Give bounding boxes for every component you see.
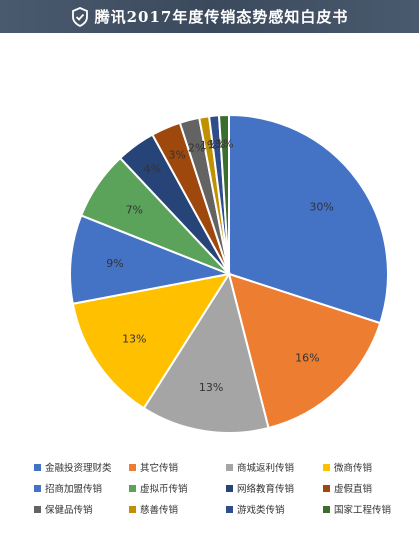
- header-banner: 腾讯2017年度传销态势感知白皮书: [0, 0, 419, 33]
- legend-label: 微商传销: [334, 463, 373, 474]
- legend-item: 网络教育传销: [226, 481, 323, 495]
- legend-label: 虚假直销: [334, 484, 373, 495]
- legend-swatch: [34, 484, 41, 492]
- legend-swatch: [129, 505, 136, 513]
- slice-value-label: 4%: [144, 163, 161, 176]
- legend-item: 慈善传销: [129, 502, 226, 516]
- chart-legend: 金融投资理财类 其它传销 商城返利传销 微商传销招商加盟传销 虚拟币传销 网络教育传销 虚假…: [34, 460, 414, 516]
- pie-slice: [227, 272, 382, 430]
- legend-label: 商城返利传销: [237, 463, 295, 474]
- slice-value-label: 30%: [309, 201, 333, 214]
- legend-label: 网络教育传销: [237, 484, 295, 495]
- pie-slices: [69, 113, 389, 434]
- legend-item: 游戏类传销: [226, 502, 323, 516]
- legend-swatch: [34, 463, 41, 471]
- slice-value-label: 2%: [188, 142, 205, 155]
- slice-value-label: 1%: [208, 138, 225, 151]
- legend-item: 微商传销: [323, 460, 414, 474]
- pie-slice: [142, 271, 270, 434]
- legend-swatch: [226, 463, 233, 471]
- pie-slice: [69, 214, 233, 305]
- legend-swatch: [34, 505, 41, 513]
- legend-item: 虚拟币传销: [129, 481, 226, 495]
- legend-swatch: [323, 463, 330, 471]
- legend-label: 游戏类传销: [237, 505, 285, 516]
- slice-value-label: 7%: [126, 204, 143, 217]
- pie-slice: [228, 113, 389, 325]
- legend-item: 国家工程传销: [323, 502, 414, 516]
- legend-label: 招商加盟传销: [45, 484, 103, 495]
- legend-item: 虚假直销: [323, 481, 414, 495]
- legend-label: 保健品传销: [45, 505, 93, 516]
- legend-item: 其它传销: [129, 460, 226, 474]
- pie-chart: 30%16%13%13%9%7%4%3%2%1%1%1%: [69, 113, 389, 434]
- legend-item: 保健品传销: [34, 502, 129, 516]
- slice-value-label: 1%: [200, 139, 217, 152]
- legend-swatch: [226, 484, 233, 492]
- page-title: 腾讯2017年度传销态势感知白皮书: [94, 8, 349, 26]
- slice-value-label: 16%: [295, 352, 319, 365]
- slice-value-label: 13%: [199, 381, 223, 394]
- legend-swatch: [226, 505, 233, 513]
- legend-swatch: [129, 463, 136, 471]
- pie-slice: [217, 113, 230, 275]
- pie-value-labels: 30%16%13%13%9%7%4%3%2%1%1%1%: [106, 138, 334, 394]
- legend-item: 商城返利传销: [226, 460, 323, 474]
- legend-item: 金融投资理财类: [34, 460, 129, 474]
- slice-value-label: 13%: [122, 332, 146, 345]
- legend-label: 虚拟币传销: [140, 484, 188, 495]
- slice-value-label: 9%: [106, 257, 123, 270]
- pie-slice: [71, 272, 232, 410]
- legend-item: 招商加盟传销: [34, 481, 129, 495]
- legend-swatch: [323, 484, 330, 492]
- legend-label: 慈善传销: [140, 505, 179, 516]
- slice-value-label: 1%: [216, 138, 233, 151]
- legend-swatch: [129, 484, 136, 492]
- tencent-shield-icon: [71, 6, 88, 27]
- legend-label: 金融投资理财类: [45, 463, 112, 474]
- legend-label: 其它传销: [140, 463, 179, 474]
- legend-swatch: [323, 505, 330, 513]
- slice-value-label: 3%: [168, 148, 185, 161]
- legend-label: 国家工程传销: [334, 505, 392, 516]
